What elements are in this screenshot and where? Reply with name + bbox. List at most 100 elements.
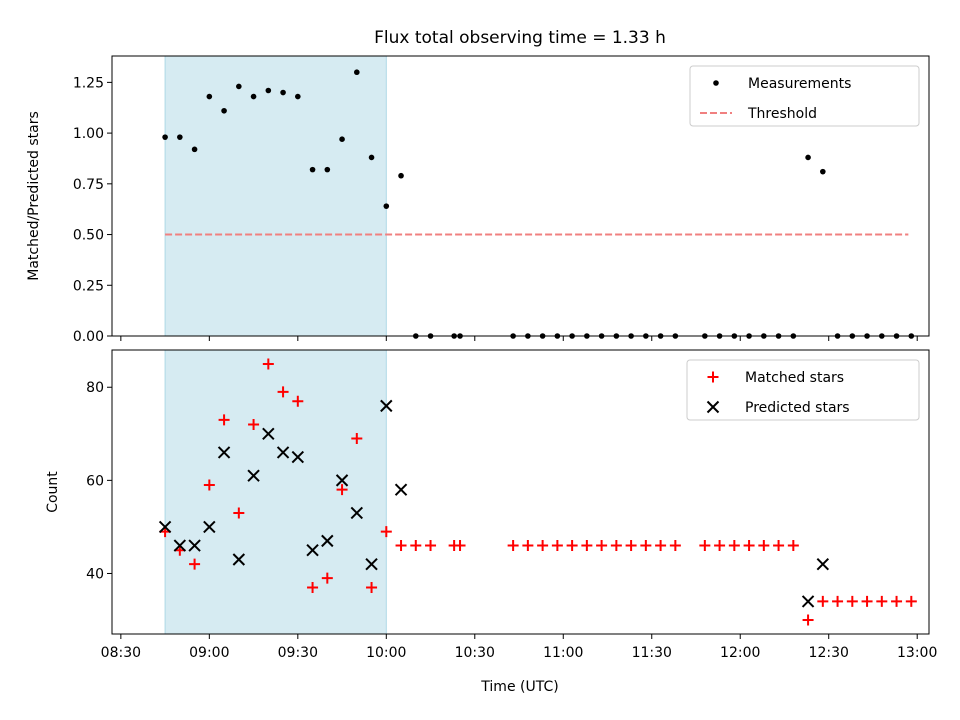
legend-swatch — [707, 371, 719, 383]
data-point — [410, 540, 422, 552]
data-point — [236, 83, 242, 90]
data-point — [714, 540, 726, 552]
data-point — [537, 540, 549, 552]
data-point — [805, 154, 811, 161]
data-point — [217, 446, 231, 459]
data-point — [625, 540, 637, 552]
x-tick-label: 09:30 — [278, 645, 318, 661]
data-point — [158, 520, 172, 534]
data-point — [321, 572, 333, 584]
data-point — [277, 386, 289, 398]
y-axis-label: Count — [45, 471, 61, 513]
legend-label: Threshold — [747, 106, 817, 122]
data-point — [162, 134, 168, 140]
legend-label: Matched stars — [745, 370, 844, 386]
observing-window-shade — [164, 55, 387, 337]
data-point — [218, 414, 230, 426]
data-point — [247, 469, 260, 482]
data-point — [189, 558, 201, 570]
x-tick-label: 08:30 — [101, 645, 141, 661]
data-point — [206, 93, 213, 100]
y-tick-label: 60 — [86, 473, 104, 489]
data-point — [425, 540, 437, 552]
data-point — [820, 168, 826, 175]
x-tick-label: 12:30 — [809, 645, 849, 661]
data-point — [354, 69, 360, 76]
data-point — [743, 540, 755, 552]
y-tick-label: 40 — [86, 566, 104, 582]
data-point — [336, 484, 348, 496]
data-point — [669, 540, 681, 552]
data-point — [816, 557, 830, 571]
data-point — [191, 146, 198, 153]
data-point — [728, 540, 740, 552]
data-point — [291, 450, 305, 464]
legend-label: Predicted stars — [745, 400, 850, 416]
data-point — [398, 172, 404, 179]
data-point — [307, 581, 319, 593]
x-axis-label: Time (UTC) — [480, 679, 558, 695]
data-point — [380, 526, 392, 538]
data-point — [394, 483, 408, 496]
data-point — [321, 534, 334, 548]
data-point — [276, 446, 290, 459]
data-point — [173, 539, 187, 552]
data-point — [221, 107, 227, 114]
data-point — [801, 595, 815, 608]
y-tick-label: 1.25 — [73, 75, 104, 91]
data-point — [817, 595, 829, 607]
data-point — [905, 595, 917, 607]
y-tick-label: 80 — [86, 380, 104, 396]
x-tick-label: 12:00 — [720, 645, 760, 661]
data-point — [295, 93, 301, 100]
data-point — [773, 540, 785, 552]
x-tick-label: 11:30 — [632, 645, 672, 661]
data-point — [309, 166, 316, 173]
x-tick-label: 10:00 — [366, 645, 406, 661]
data-point — [368, 154, 375, 161]
data-point — [248, 418, 260, 430]
data-point — [832, 595, 844, 607]
x-tick-label: 09:00 — [189, 645, 229, 661]
data-point — [324, 166, 331, 173]
data-point — [350, 506, 364, 520]
data-point — [177, 134, 183, 140]
data-point — [846, 595, 858, 607]
data-point — [610, 540, 622, 552]
data-point — [699, 540, 711, 552]
legend — [686, 359, 920, 421]
data-point — [351, 432, 363, 444]
top-panel: 0.00 0.25 0.50 0.75 1.00 1.25 Matched/Predicte… — [26, 55, 930, 345]
plot-frame — [111, 349, 930, 635]
legend-swatch — [713, 80, 719, 86]
x-tick-label: 11:00 — [543, 645, 583, 661]
data-point — [232, 553, 246, 566]
observing-window-shade — [164, 349, 387, 635]
data-point — [876, 595, 888, 607]
data-point — [891, 595, 903, 607]
data-point — [188, 539, 201, 552]
data-point — [507, 540, 519, 552]
chart-title: Flux total observing time = 1.33 h — [374, 28, 666, 48]
data-point — [306, 543, 319, 557]
x-tick-label: 13:00 — [897, 645, 937, 661]
data-point — [454, 540, 466, 552]
data-point — [522, 540, 534, 552]
data-point — [233, 507, 245, 519]
data-point — [335, 474, 349, 487]
data-point — [566, 540, 578, 552]
y-axis-label: Matched/Predicted stars — [26, 111, 42, 281]
data-point — [551, 540, 563, 552]
data-point — [203, 479, 215, 491]
bottom-panel: 40 60 80 08:30 09:00 09:30 10:00 10:30 11:00 11:3… — [45, 349, 937, 661]
data-point — [262, 427, 275, 441]
y-tick-label: 0.25 — [73, 278, 104, 294]
y-tick-label: 0.50 — [73, 228, 104, 244]
data-point — [366, 581, 378, 593]
data-point — [861, 595, 873, 607]
data-point — [292, 395, 304, 407]
data-point — [380, 399, 393, 413]
data-point — [383, 203, 390, 209]
data-point — [365, 557, 378, 571]
